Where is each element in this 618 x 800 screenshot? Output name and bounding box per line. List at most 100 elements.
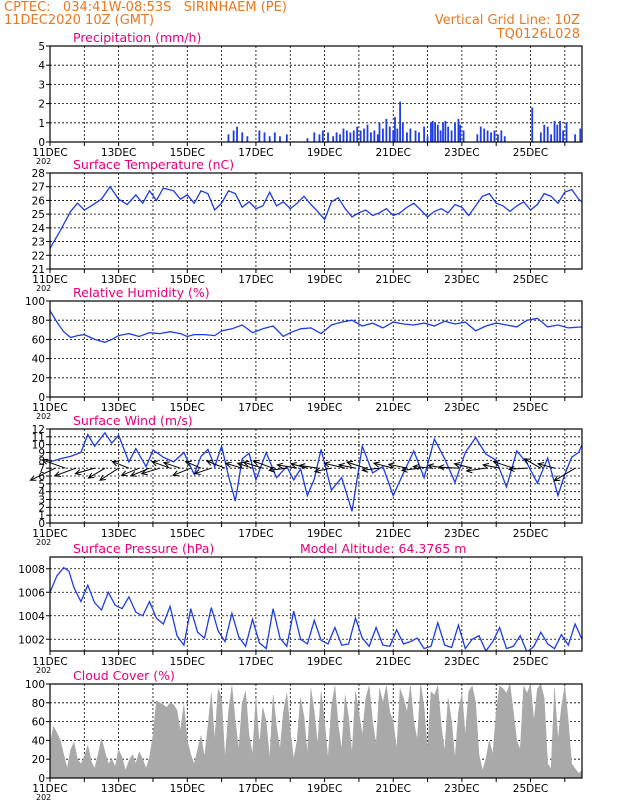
x-tick-label: 11DEC (32, 783, 67, 795)
panel-temp: Surface Temperature (nC)2122232425262728… (32, 157, 583, 293)
y-tick-label: 25 (32, 209, 45, 221)
y-tick-label: 1 (38, 118, 45, 130)
x-tick-label: 13DEC (101, 783, 136, 795)
y-tick-label: 10 (32, 440, 45, 452)
x-tick-label: 23DEC (444, 783, 479, 795)
wind-vector-head (87, 472, 95, 479)
chart-title-precip: Precipitation (mm/h) (73, 30, 201, 45)
precip-bar (486, 130, 489, 142)
precip-bar (356, 126, 359, 142)
y-tick-label: 0 (38, 392, 45, 404)
wind-vector (163, 462, 181, 469)
precip-bar (258, 130, 261, 142)
y-tick-label: 100 (25, 679, 45, 691)
chart-title-wind: Surface Wind (m/s) (73, 413, 193, 428)
precip-bar (434, 122, 436, 142)
wind-vector (524, 458, 542, 469)
precip-bar (263, 132, 266, 142)
precip-bar (447, 126, 450, 142)
y-tick-label: 4 (38, 60, 45, 72)
cloud-cover-area (49, 683, 583, 779)
x-tick-label: 21DEC (376, 402, 411, 414)
precip-bar (444, 120, 447, 142)
precip-bar (531, 107, 534, 142)
panel-pres: Surface Pressure (hPa) Model Altitude: 64… (18, 541, 583, 675)
wind-vector (413, 466, 432, 469)
wind-vector-head (387, 462, 395, 469)
precip-bar (313, 132, 316, 142)
wind-vector-head (184, 460, 192, 467)
wind-vector (373, 462, 394, 469)
y-tick-label: 2 (38, 99, 45, 111)
precip-bar (414, 130, 417, 142)
precip-bar (436, 124, 439, 142)
precip-bar (273, 132, 276, 142)
x-tick-label: 11DEC (32, 528, 67, 540)
wind-vector-head (437, 464, 445, 471)
wind-vector-head (268, 466, 276, 473)
y-tick-label: 1002 (18, 634, 45, 646)
wind-vector (42, 459, 66, 469)
wind-vector-head (400, 466, 408, 473)
y-tick-label: 12 (32, 424, 45, 436)
wind-vector-head (481, 462, 490, 469)
precip-bar (454, 122, 456, 142)
wind-vector (206, 460, 226, 469)
precip-bar (241, 132, 244, 142)
precip-bar (497, 134, 499, 142)
y-tick-label: 11 (32, 432, 45, 444)
y-tick-label: 22 (32, 250, 45, 262)
wind-vector-head (313, 467, 321, 474)
x-tick-label: 19DEC (307, 656, 342, 668)
precip-bar (546, 126, 549, 142)
x-tick-label: 11DEC (32, 147, 67, 159)
precip-bar (370, 132, 372, 142)
x-tick-label: 19DEC (307, 147, 342, 159)
precip-bar (306, 138, 309, 142)
wind-vector (151, 461, 171, 469)
y-tick-label: 4 (38, 487, 45, 499)
x-tick-label: 17DEC (238, 783, 273, 795)
wind-vector-head (523, 458, 531, 465)
wind-vector-head (453, 462, 461, 468)
x-corner-label: 202 (36, 157, 51, 166)
chart-header: CPTEC: 034:41W-08:53S SIRINHAEM (PE) 11D… (0, 0, 618, 46)
wind-vector-head (140, 469, 148, 476)
wind-vector-head (289, 462, 297, 469)
wind-vector-head (205, 460, 213, 466)
x-tick-label: 19DEC (307, 783, 342, 795)
panel-frame (49, 45, 583, 143)
wind-vector (537, 463, 555, 469)
station-line: CPTEC: 034:41W-08:53S SIRINHAEM (PE) (4, 0, 287, 15)
precip-bar (430, 122, 432, 142)
x-tick-label: 13DEC (101, 147, 136, 159)
wind-vector (290, 463, 308, 469)
y-tick-label: 80 (32, 698, 45, 710)
x-tick-label: 23DEC (444, 528, 479, 540)
wind-vector (225, 462, 243, 469)
wind-vector-head (98, 474, 106, 481)
wind-vector (253, 460, 274, 469)
panel-frame (49, 172, 583, 270)
chart-title-temp: Surface Temperature (nC) (73, 157, 234, 172)
panel-frame (49, 300, 583, 398)
precip-bar (236, 126, 238, 142)
series-line-temp (50, 185, 582, 249)
wind-vector-head (536, 462, 545, 469)
precip-bar (574, 134, 577, 142)
precip-bar (401, 122, 404, 142)
y-tick-label: 1004 (18, 611, 45, 623)
x-tick-label: 21DEC (376, 528, 411, 540)
precip-bar (376, 134, 379, 142)
wind-vector (454, 463, 473, 469)
x-tick-label: 21DEC (376, 147, 411, 159)
series-line-rh (50, 310, 582, 343)
precip-bar (385, 118, 388, 142)
precip-bar (479, 126, 482, 142)
wind-vector (466, 467, 486, 472)
x-tick-label: 11DEC (32, 656, 67, 668)
x-tick-label: 13DEC (101, 656, 136, 668)
panel-precip: Precipitation (mm/h) 0 1 2 3 4 5 11DEC 13DEC 15DE… (32, 30, 583, 166)
chart-title-cloud: Cloud Cover (%) (73, 668, 175, 683)
